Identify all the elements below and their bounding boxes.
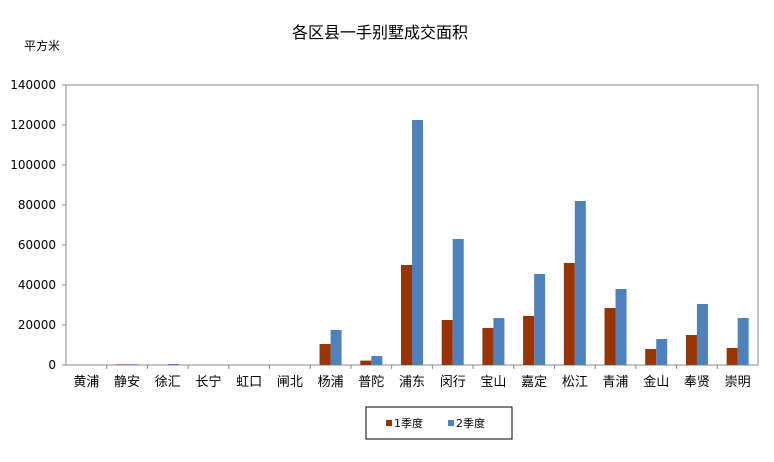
- x-tick-label: 崇明: [725, 375, 751, 390]
- x-tick-label: 虹口: [236, 375, 262, 390]
- legend: 1季度 2季度: [365, 406, 513, 440]
- bar-闵行-1季度: [441, 320, 453, 365]
- x-tick-label: 浦东: [399, 375, 425, 390]
- bar-浦东-2季度: [412, 120, 423, 365]
- bar-宝山-2季度: [493, 318, 505, 365]
- bar-闵行-2季度: [452, 239, 464, 365]
- y-tick-label: 20000: [18, 318, 56, 332]
- legend-label: 1季度: [394, 416, 423, 430]
- bar-普陀-1季度: [360, 360, 372, 365]
- x-tick-label: 闵行: [440, 375, 466, 390]
- legend-swatch-2季度: [448, 420, 454, 426]
- x-tick-label: 嘉定: [521, 375, 547, 390]
- x-tick-label: 宝山: [480, 375, 506, 390]
- legend-swatch-1季度: [386, 420, 392, 426]
- x-tick-label: 闸北: [277, 375, 303, 390]
- x-tick-label: 杨浦: [318, 375, 344, 390]
- bar-杨浦-2季度: [330, 330, 342, 365]
- x-tick-label: 静安: [114, 375, 140, 390]
- bar-松江-1季度: [563, 263, 575, 365]
- bar-崇明-1季度: [726, 348, 738, 365]
- bar-静安-2季度: [127, 364, 139, 365]
- y-axis-unit-label: 平方米: [24, 38, 60, 53]
- bar-青浦-1季度: [604, 308, 616, 365]
- y-tick-label: 0: [48, 358, 56, 372]
- bar-奉贤-2季度: [696, 304, 708, 365]
- y-tick-label: 80000: [18, 198, 56, 212]
- legend-label: 2季度: [456, 416, 485, 430]
- bar-嘉定-2季度: [534, 274, 546, 365]
- bar-奉贤-1季度: [685, 335, 697, 365]
- x-tick-label: 松江: [562, 375, 588, 390]
- bar-崇明-2季度: [737, 318, 749, 365]
- bar-杨浦-1季度: [319, 344, 331, 365]
- bar-徐汇-2季度: [167, 364, 179, 365]
- x-tick-label: 青浦: [603, 375, 629, 390]
- x-tick-label: 长宁: [195, 374, 221, 390]
- bar-静安-1季度: [116, 364, 128, 365]
- bar-金山-1季度: [645, 349, 657, 365]
- y-tick-label: 140000: [10, 78, 56, 92]
- bar-嘉定-1季度: [523, 316, 535, 365]
- bar-浦东-1季度: [401, 265, 412, 365]
- x-tick-label: 黄浦: [73, 375, 99, 390]
- y-tick-label: 120000: [10, 118, 56, 132]
- bar-普陀-2季度: [371, 356, 383, 365]
- bar-青浦-2季度: [615, 289, 627, 365]
- bar-金山-2季度: [656, 339, 668, 365]
- plot-area: 0 20000 40000 60000 80000 100000 120000 140000 黄…: [10, 78, 759, 390]
- x-tick-label: 金山: [643, 374, 669, 390]
- chart-title: 各区县一手别墅成交面积: [292, 23, 468, 42]
- bar-松江-2季度: [574, 201, 586, 365]
- y-tick-label: 60000: [18, 238, 56, 252]
- bar-宝山-1季度: [482, 328, 494, 365]
- x-tick-label: 奉贤: [684, 375, 710, 390]
- x-tick-label: 普陀: [358, 374, 384, 390]
- y-tick-label: 40000: [18, 278, 56, 292]
- x-tick-label: 徐汇: [155, 375, 181, 390]
- y-tick-label: 100000: [10, 158, 56, 172]
